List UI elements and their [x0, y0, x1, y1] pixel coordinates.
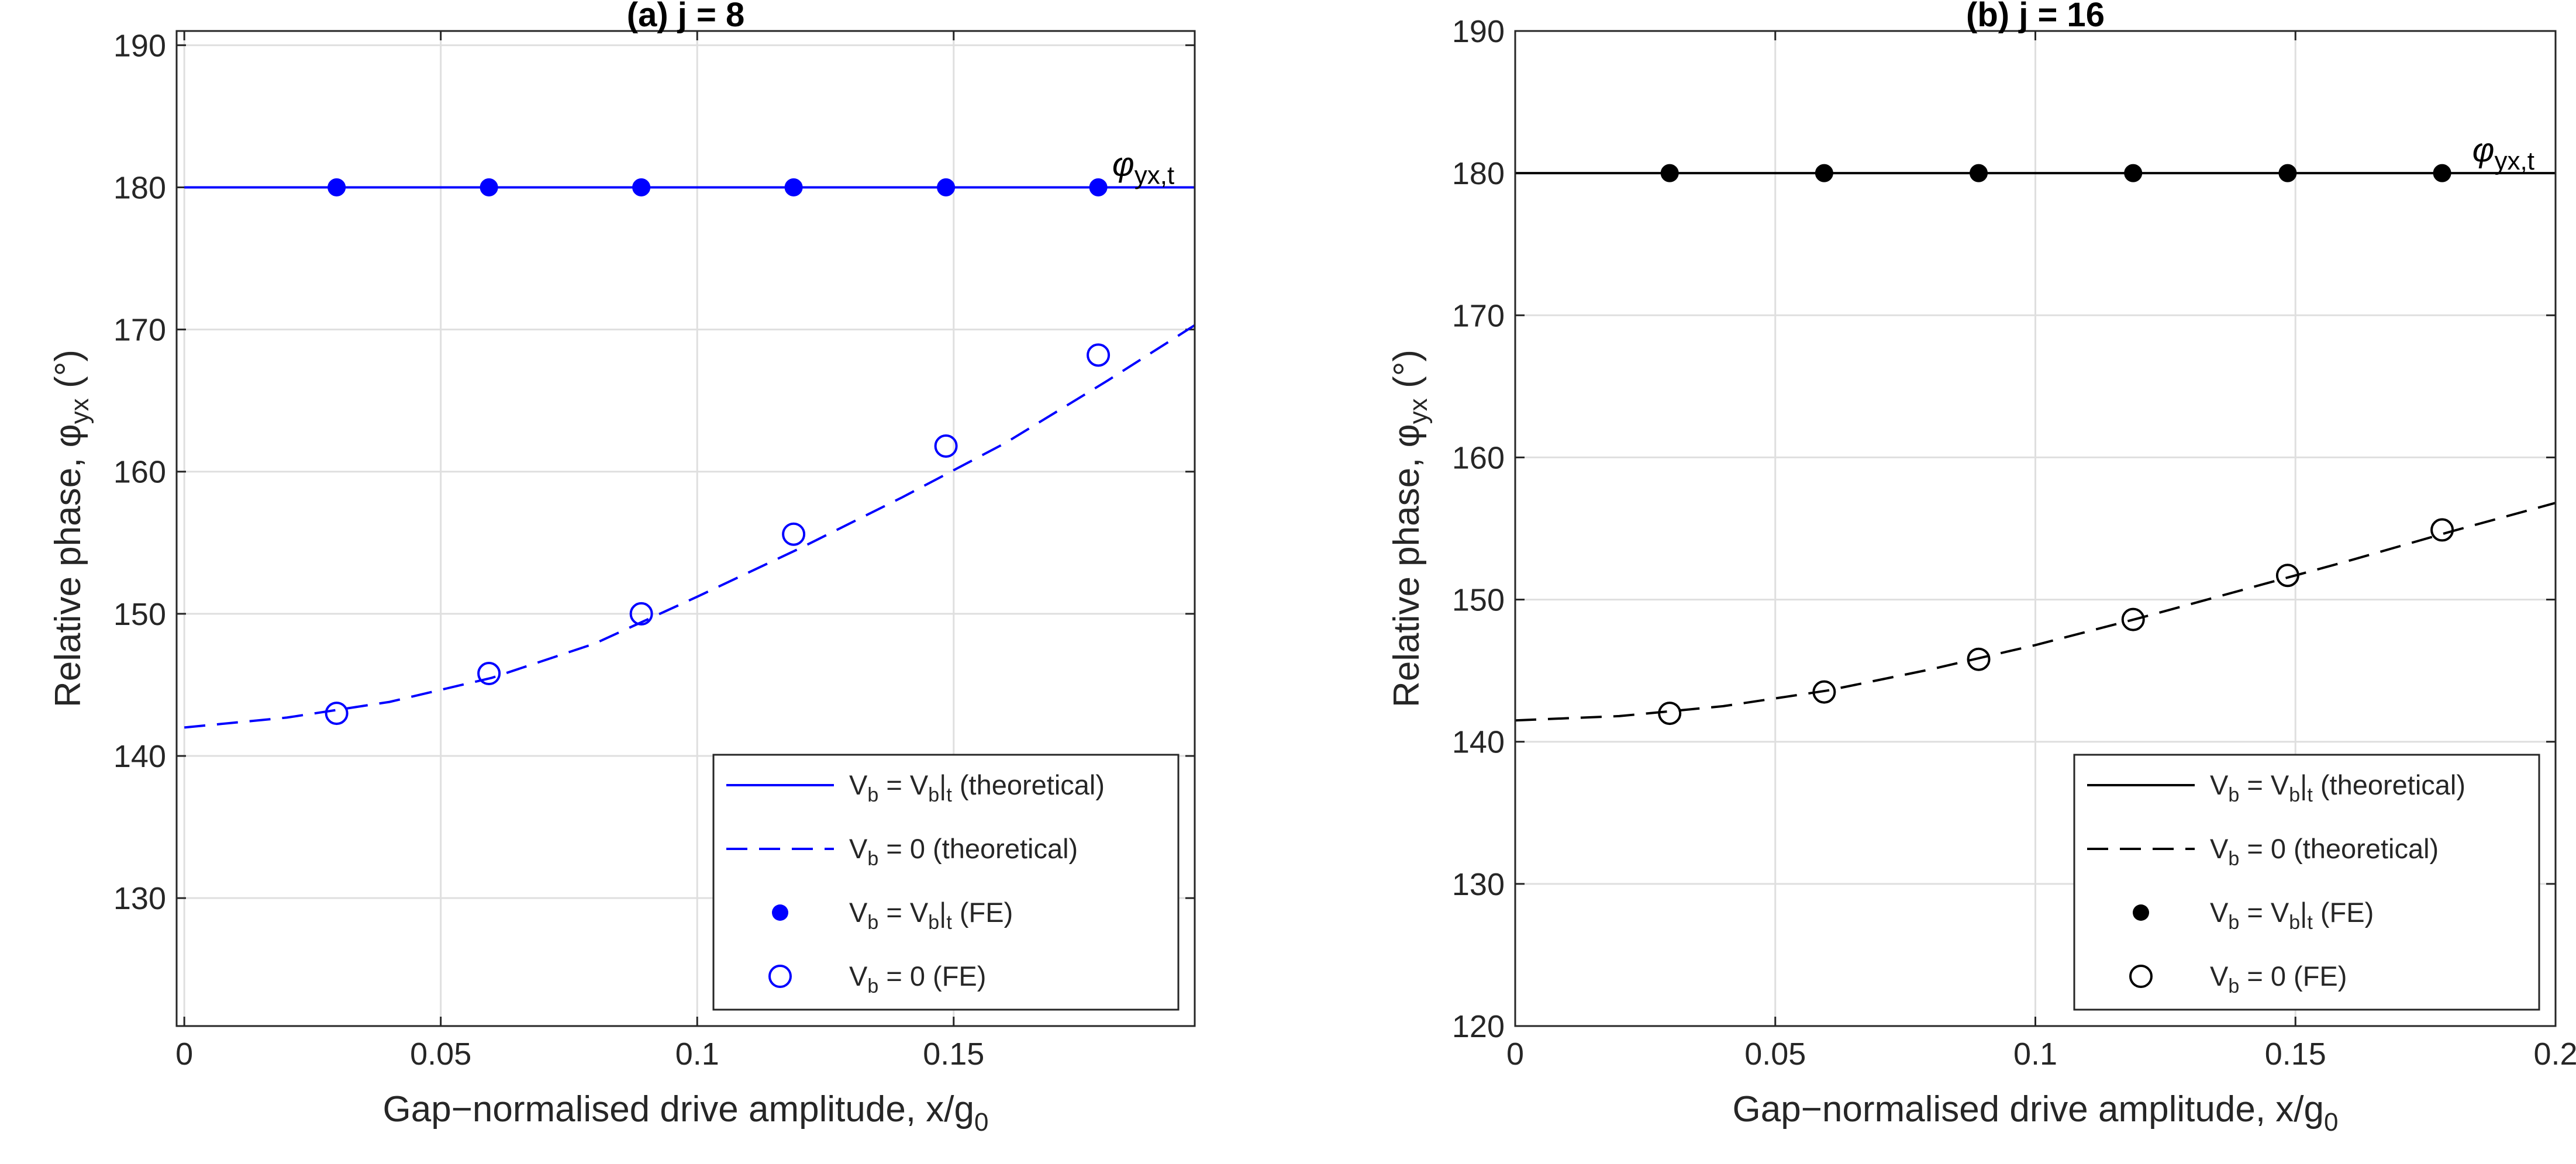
y-axis-label: Relative phase, φyx (°): [48, 350, 94, 707]
legend-box: [712, 754, 1180, 1011]
series-3-point: [632, 178, 651, 196]
legend-label: Vb = 0 (FE): [2210, 961, 2347, 997]
x-tick-label: 0.2: [2533, 1037, 2576, 1072]
legend-entry-3: Vb = Vb|t (FE): [772, 897, 1013, 934]
y-tick-label: 160: [1452, 440, 1505, 475]
legend-label: Vb = 0 (FE): [849, 961, 986, 997]
y-tick-label: 140: [113, 739, 166, 774]
series-3-point: [1089, 178, 1108, 196]
series-3-point: [1970, 164, 1988, 182]
legend-entry-1: Vb = Vb|t (theoretical): [2087, 769, 2465, 806]
legend-swatch-marker: [772, 904, 788, 921]
series-3-point: [480, 178, 498, 196]
y-tick-label: 150: [113, 597, 166, 632]
x-tick-label: 0.1: [675, 1037, 719, 1072]
y-tick-label: 140: [1452, 725, 1505, 760]
series-3-point: [937, 178, 956, 196]
series-3-point: [1660, 164, 1679, 182]
legend-label: Vb = Vb|t (FE): [849, 897, 1013, 934]
legend-label: Vb = Vb|t (theoretical): [2210, 769, 2465, 806]
series-4-point: [782, 522, 806, 546]
legend-label: Vb = 0 (theoretical): [849, 833, 1078, 870]
legend-label: Vb = Vb|t (FE): [2210, 897, 2374, 934]
chart-title: (b) j = 16: [1966, 0, 2105, 34]
x-axis-label: Gap−normalised drive amplitude, x/g0: [1733, 1089, 2339, 1137]
legend-entry-4: Vb = 0 (FE): [768, 961, 986, 997]
x-axis-ticks: 0 0.05 0.1 0.15 0.2: [1506, 31, 2576, 1072]
series-2-line: [184, 324, 1195, 729]
series-4-point: [2430, 518, 2454, 542]
series-4-point: [1812, 680, 1836, 704]
y-tick-label: 170: [1452, 298, 1505, 333]
axes-box: [1514, 30, 2557, 1027]
y-axis-ticks: 130 140 150 160 170 180 190: [113, 28, 1195, 916]
y-tick-label: 130: [1452, 867, 1505, 902]
data-layer: [184, 178, 1195, 729]
legend-entry-2: Vb = 0 (theoretical): [726, 833, 1078, 870]
legend: Vb = Vb|t (theoretical) Vb = 0 (theoretic…: [2073, 754, 2540, 1011]
series-3-point: [327, 178, 346, 196]
x-tick-label: 0: [175, 1037, 193, 1072]
x-tick-label: 0.15: [2265, 1037, 2326, 1072]
legend: Vb = Vb|t (theoretical) Vb = 0 (theoretic…: [712, 754, 1180, 1011]
x-tick-label: 0.05: [410, 1037, 471, 1072]
axes-box: [175, 30, 1196, 1027]
legend-swatch-marker: [2133, 904, 2149, 921]
y-tick-label: 180: [113, 170, 166, 205]
series-4-point: [2121, 607, 2145, 631]
legend-box: [2073, 754, 2540, 1011]
series-4-point: [1658, 702, 1682, 726]
x-axis-ticks: 0 0.05 0.1 0.15: [175, 31, 984, 1072]
series-3-point: [1815, 164, 1833, 182]
series-3-point: [2278, 164, 2297, 182]
legend-entry-1: Vb = Vb|t (theoretical): [726, 769, 1105, 806]
chart-title: (a) j = 8: [627, 0, 744, 34]
series-4-point: [1967, 647, 1991, 671]
legend-entry-2: Vb = 0 (theoretical): [2087, 833, 2439, 870]
x-tick-label: 0.05: [1744, 1037, 1806, 1072]
legend-swatch-marker: [2129, 965, 2153, 988]
phi-annotation: φyx,t: [1112, 145, 1174, 189]
series-3-point: [784, 178, 803, 196]
y-axis-ticks: 120 130 140 150 160 170 180 190: [1452, 14, 2556, 1044]
legend-entry-3: Vb = Vb|t (FE): [2133, 897, 2374, 934]
x-tick-label: 0.15: [923, 1037, 984, 1072]
legend-label: Vb = Vb|t (theoretical): [849, 769, 1105, 806]
chart-panel-b: 0 0.05 0.1 0.15 0.2 120 130 140 150 160 170 180 190 φ…: [1387, 0, 2576, 1137]
series-2-line: [1515, 502, 2556, 722]
y-tick-label: 190: [1452, 14, 1505, 49]
series-3-point: [2433, 164, 2451, 182]
series-4-point: [1087, 343, 1111, 367]
legend-label: Vb = 0 (theoretical): [2210, 833, 2439, 870]
y-axis-label: Relative phase, φyx (°): [1387, 350, 1433, 707]
series-4-point: [629, 602, 653, 626]
y-tick-label: 170: [113, 313, 166, 348]
series-4-point: [2275, 564, 2299, 588]
chart-panel-a: 0 0.05 0.1 0.15 130 140 150 160 170 180 190 φyx,t (a…: [48, 0, 1196, 1137]
y-tick-label: 130: [113, 881, 166, 916]
y-tick-label: 120: [1452, 1009, 1505, 1044]
y-tick-label: 150: [1452, 583, 1505, 618]
data-layer: [1515, 164, 2556, 726]
phi-annotation: φyx,t: [2472, 131, 2534, 175]
series-4-point: [934, 434, 958, 458]
y-tick-label: 190: [113, 28, 166, 63]
x-tick-label: 0.1: [2013, 1037, 2057, 1072]
series-4-point: [325, 702, 349, 726]
x-axis-label: Gap−normalised drive amplitude, x/g0: [383, 1089, 989, 1137]
x-tick-label: 0: [1506, 1037, 1524, 1072]
series-3-point: [2124, 164, 2143, 182]
legend-entry-4: Vb = 0 (FE): [2129, 961, 2347, 997]
series-4-point: [477, 662, 501, 686]
legend-swatch-marker: [768, 965, 792, 988]
y-tick-label: 160: [113, 455, 166, 490]
y-tick-label: 180: [1452, 156, 1505, 191]
